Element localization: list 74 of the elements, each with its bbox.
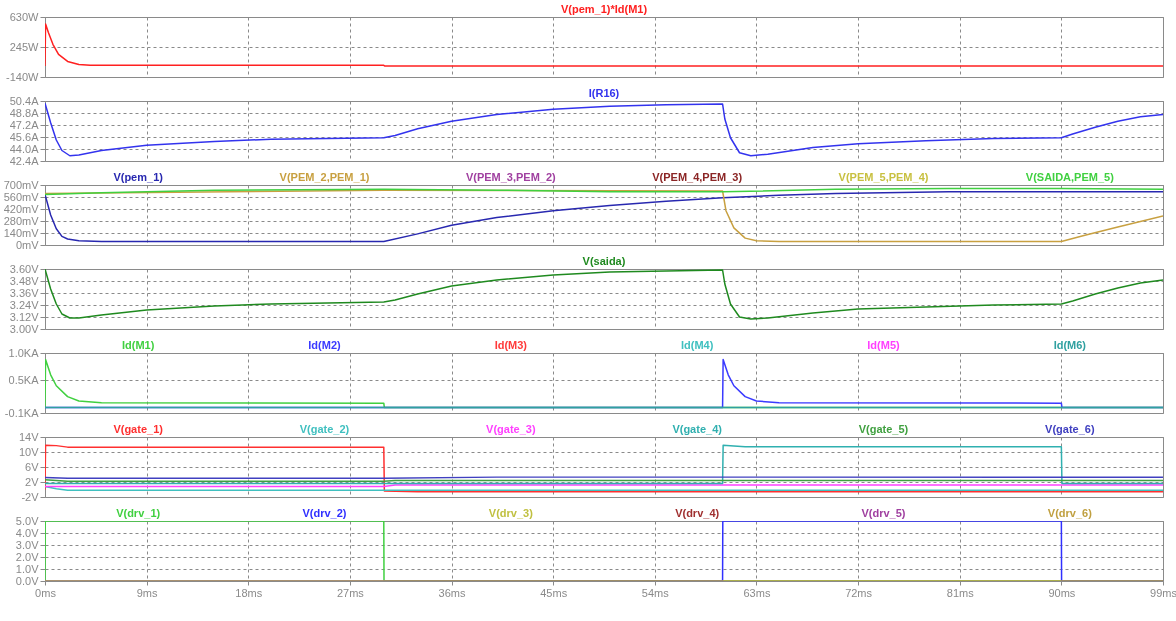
y-tick-label: 50.4A	[9, 94, 40, 107]
series-label: V(SAIDA,PEM_5)	[1025, 171, 1115, 183]
y-tick-label: 3.24V	[9, 298, 40, 311]
y-tick-label: -140W	[6, 70, 40, 83]
text: V(gate_2)	[299, 423, 350, 435]
x-tick-label: 0ms	[35, 586, 57, 599]
x-tick-label: 81ms	[946, 586, 975, 599]
legend-label: V(drv_5)	[861, 507, 906, 519]
y-tick-label: 4.0V	[15, 526, 40, 539]
x-tick-label: 9ms	[136, 586, 159, 599]
y-tick-label: 5.0V	[15, 514, 40, 527]
y-tick-label: 560mV	[3, 190, 40, 203]
legend-label: Id(M4)	[680, 339, 714, 351]
y-tick-label: 420mV	[3, 202, 40, 215]
y-tick-label: 700mV	[3, 178, 40, 191]
legend-label: V(PEM_5,PEM_4)	[838, 171, 929, 183]
y-tick-label: 42.4A	[9, 154, 40, 167]
y-tick-label: 3.0V	[15, 538, 40, 551]
legend-label: V(PEM_3,PEM_2)	[465, 171, 557, 183]
series-label: V(drv_1)	[116, 507, 161, 519]
text: V(drv_2)	[302, 507, 347, 519]
y-tick-label: 3.36V	[9, 286, 40, 299]
x-tick-label: 54ms	[641, 586, 670, 599]
x-tick-label: 36ms	[438, 586, 466, 599]
text: V(gate_5)	[858, 423, 909, 435]
series-label: I(R16)	[588, 87, 620, 99]
series-label: V(PEM_2,PEM_1)	[279, 171, 370, 183]
text: V(gate_6)	[1045, 423, 1095, 435]
text: Id(M2)	[308, 339, 342, 351]
legend-label: V(PEM_4,PEM_3)	[652, 171, 743, 183]
y-tick-label: 2V	[25, 475, 40, 488]
y-tick-label: 1.0KA	[8, 346, 40, 359]
x-tick-label: 27ms	[336, 586, 365, 599]
series-label: V(gate_1)	[113, 423, 164, 435]
x-tick-label: 99ms	[1150, 586, 1176, 599]
x-tick-label: 18ms	[235, 586, 263, 599]
y-tick-label: 14V	[18, 430, 40, 443]
y-tick-label: 3.00V	[9, 322, 40, 335]
y-tick-label: 2.0V	[15, 550, 40, 563]
y-tick-label: 3.12V	[9, 310, 40, 323]
x-tick-label: 45ms	[540, 586, 568, 599]
legend-label: V(drv_4)	[675, 507, 720, 519]
y-tick-label: 10V	[18, 445, 40, 458]
series-label: V(gate_4)	[672, 423, 723, 435]
legend-label: V(drv_3)	[488, 507, 534, 519]
text: V(drv_6)	[1047, 507, 1093, 519]
legend-label: Id(M3)	[494, 339, 528, 351]
y-tick-label: 45.6A	[9, 130, 40, 143]
x-tick-label: 90ms	[1048, 586, 1076, 599]
x-tick-label: 63ms	[743, 586, 771, 599]
y-tick-label: 1.0V	[15, 562, 40, 575]
y-tick-label: 630W	[9, 10, 40, 23]
y-tick-label: 0.5KA	[8, 373, 40, 386]
y-tick-label: 47.2A	[9, 118, 40, 131]
text: V(pem_1)*Id(M1)	[560, 3, 648, 15]
y-tick-label: 140mV	[3, 226, 40, 239]
x-tick-label: 72ms	[845, 586, 873, 599]
y-tick-label: 3.48V	[9, 274, 40, 287]
text: V(pem_1)	[113, 171, 164, 183]
y-tick-label: -2V	[21, 490, 40, 503]
text: Id(M6)	[1053, 339, 1087, 351]
text: Id(M1)	[121, 339, 155, 351]
y-tick-label: 44.0A	[9, 142, 40, 155]
y-tick-label: 0mV	[15, 238, 40, 251]
y-tick-label: -0.1KA	[4, 406, 40, 419]
y-tick-label: 3.60V	[9, 262, 40, 275]
text: V(gate_3)	[486, 423, 536, 435]
series-label: V(saida)	[582, 255, 626, 267]
y-tick-label: 48.8A	[9, 106, 40, 119]
y-tick-label: 6V	[25, 460, 40, 473]
y-tick-label: 280mV	[3, 214, 40, 227]
y-tick-label: 0.0V	[15, 574, 40, 587]
y-tick-label: 245W	[9, 40, 40, 53]
legend-label: Id(M5)	[867, 339, 901, 351]
